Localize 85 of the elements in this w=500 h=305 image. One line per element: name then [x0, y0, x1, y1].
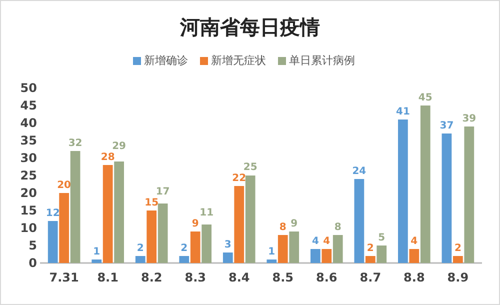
- data-label: 9: [290, 218, 298, 230]
- y-tick-label: 45: [20, 98, 37, 112]
- data-label: 2: [366, 243, 374, 254]
- bar: [365, 256, 376, 263]
- y-tick-label: 40: [20, 116, 37, 130]
- data-label: 4: [323, 236, 330, 247]
- y-tick-label: 35: [20, 133, 37, 148]
- bar: [332, 235, 343, 263]
- x-tick-label: 8.8: [404, 270, 425, 285]
- bar: [310, 249, 320, 263]
- bar: [48, 221, 58, 263]
- legend-label: 单日累计病例: [289, 54, 355, 67]
- bar: [398, 120, 408, 263]
- y-tick-label: 0: [28, 256, 37, 270]
- bar: [179, 256, 190, 263]
- x-tick-label: 8.6: [316, 270, 338, 285]
- data-label: 45: [418, 92, 432, 104]
- data-label: 12: [46, 208, 60, 219]
- bar: [102, 165, 113, 263]
- bar: [289, 232, 300, 263]
- data-label: 4: [312, 236, 319, 247]
- bar: [245, 176, 256, 263]
- x-tick-label: 7.31: [49, 270, 79, 285]
- data-label: 17: [156, 186, 170, 198]
- bar: [442, 134, 452, 263]
- x-tick-label: 8.7: [360, 270, 382, 285]
- data-label: 11: [200, 208, 214, 218]
- y-tick-label: 20: [20, 186, 37, 200]
- bar: [222, 252, 233, 263]
- data-label: 4: [410, 236, 418, 247]
- x-tick-label: 8.5: [272, 270, 294, 285]
- bar: [322, 249, 332, 263]
- bar: [234, 186, 244, 263]
- data-label: 39: [462, 114, 476, 124]
- data-label: 37: [440, 120, 454, 132]
- data-label: 24: [352, 166, 366, 177]
- data-label: 20: [57, 180, 72, 191]
- x-tick-label: 8.3: [184, 270, 206, 285]
- bar: [92, 260, 102, 263]
- bar: [202, 224, 212, 263]
- data-label: 2: [454, 243, 462, 254]
- bar: [266, 260, 277, 263]
- y-tick-label: 50: [20, 80, 37, 95]
- data-label: 22: [232, 173, 246, 184]
- bar: [278, 235, 288, 263]
- data-label: 8: [334, 222, 342, 233]
- x-tick-label: 8.9: [447, 270, 469, 285]
- bar: [409, 249, 420, 263]
- bar: [70, 151, 80, 263]
- x-tick-label: 8.2: [140, 270, 162, 285]
- legend-label: 新增无症状: [211, 54, 266, 67]
- bar: [158, 204, 168, 263]
- bar: [452, 256, 463, 263]
- data-label: 9: [192, 218, 199, 230]
- bar: [146, 210, 157, 263]
- bar: [135, 256, 146, 263]
- bar: [420, 106, 430, 263]
- data-label: 2: [180, 243, 188, 254]
- data-label: 1: [93, 246, 100, 258]
- data-label: 32: [68, 138, 82, 149]
- data-label: 1: [268, 246, 276, 258]
- data-label: 5: [378, 232, 386, 244]
- data-label: 15: [144, 198, 159, 208]
- legend-label: 新增确诊: [144, 54, 188, 67]
- y-tick-label: 5: [28, 238, 37, 252]
- bar: [190, 232, 200, 263]
- data-label: 2: [136, 243, 144, 254]
- data-label: 41: [396, 106, 410, 118]
- data-label: 25: [243, 162, 258, 173]
- data-label: 28: [100, 152, 115, 163]
- y-tick-label: 15: [20, 203, 37, 218]
- bar: [59, 193, 70, 263]
- y-tick-label: 30: [20, 150, 37, 165]
- data-label: 29: [112, 141, 126, 152]
- y-tick-label: 10: [20, 220, 37, 235]
- y-tick-label: 25: [20, 168, 37, 182]
- data-label: 3: [224, 240, 232, 250]
- bar: [114, 162, 124, 263]
- x-tick-label: 8.1: [97, 270, 118, 285]
- chart-title: 河南省每日疫情: [179, 15, 320, 39]
- bar: [376, 246, 387, 263]
- bar: [464, 126, 474, 263]
- bar: [354, 179, 364, 263]
- x-tick-label: 8.4: [228, 270, 250, 285]
- data-label: 8: [279, 222, 286, 233]
